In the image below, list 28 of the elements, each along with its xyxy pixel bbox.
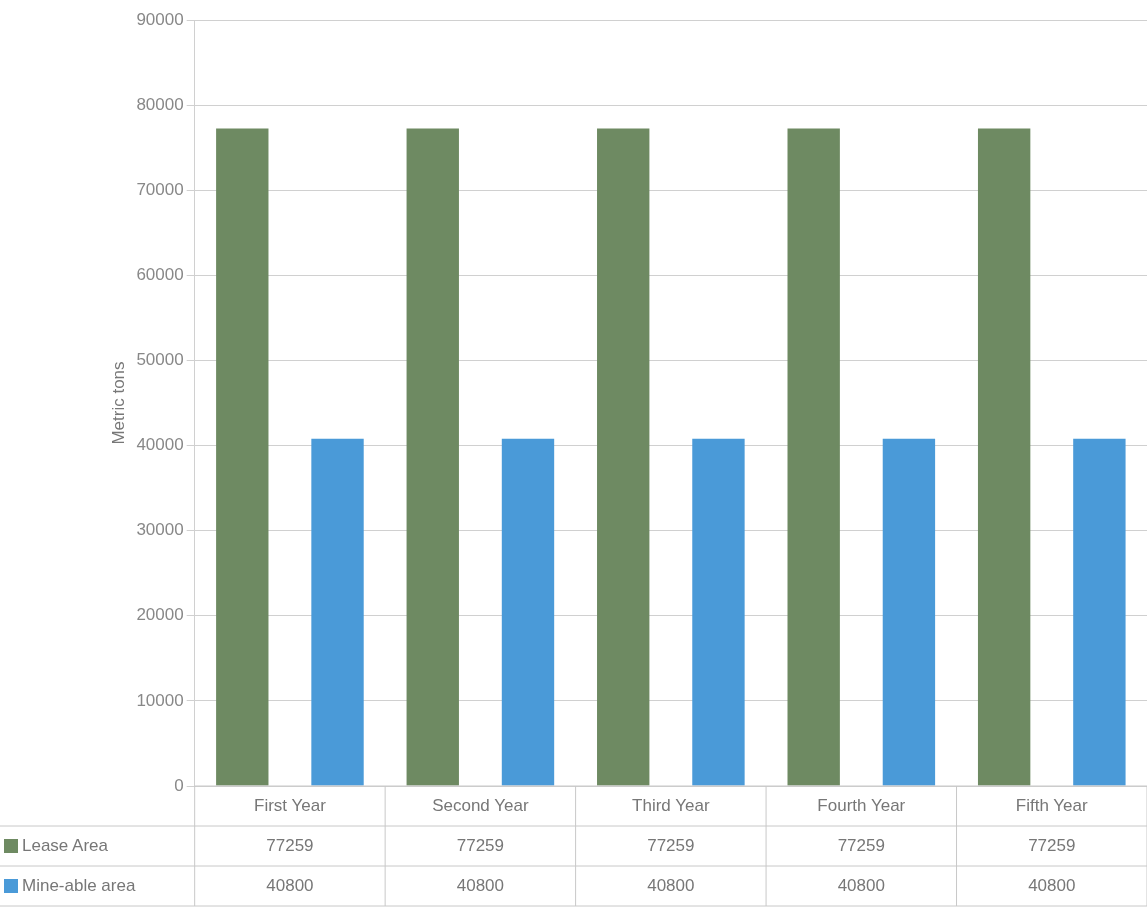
y-tick-label: 30000: [136, 520, 184, 540]
data-label: 77259: [266, 835, 314, 855]
data-label: 40800: [1028, 875, 1076, 895]
y-tick-label: 60000: [136, 265, 184, 285]
y-tick-label: 90000: [136, 9, 184, 29]
y-tick-label: 0: [174, 775, 184, 795]
data-label: 40800: [647, 875, 695, 895]
y-tick-label: 20000: [136, 605, 184, 625]
x-tick-label: First Year: [254, 795, 327, 815]
data-label: 40800: [837, 875, 885, 895]
legend-label: Lease Area: [22, 835, 109, 855]
y-tick-label: 10000: [136, 690, 184, 710]
data-label: 77259: [837, 835, 885, 855]
x-tick-label: Third Year: [632, 795, 710, 815]
y-axis-title: Metric tons: [108, 361, 128, 445]
data-label: 77259: [456, 835, 505, 855]
legend-label: Mine-able area: [22, 875, 136, 895]
data-label: 77259: [1028, 835, 1076, 855]
data-label: 40800: [456, 875, 505, 895]
x-tick-label: Second Year: [432, 795, 529, 815]
y-tick-label: 40000: [136, 435, 184, 455]
x-tick-label: Fifth Year: [1015, 795, 1089, 815]
data-label: 40800: [266, 875, 314, 895]
y-tick-label: 70000: [136, 179, 184, 199]
x-tick-label: Fourth Year: [817, 795, 906, 815]
y-tick-label: 80000: [136, 94, 184, 114]
y-tick-label: 50000: [136, 350, 184, 370]
data-label: 77259: [647, 835, 695, 855]
